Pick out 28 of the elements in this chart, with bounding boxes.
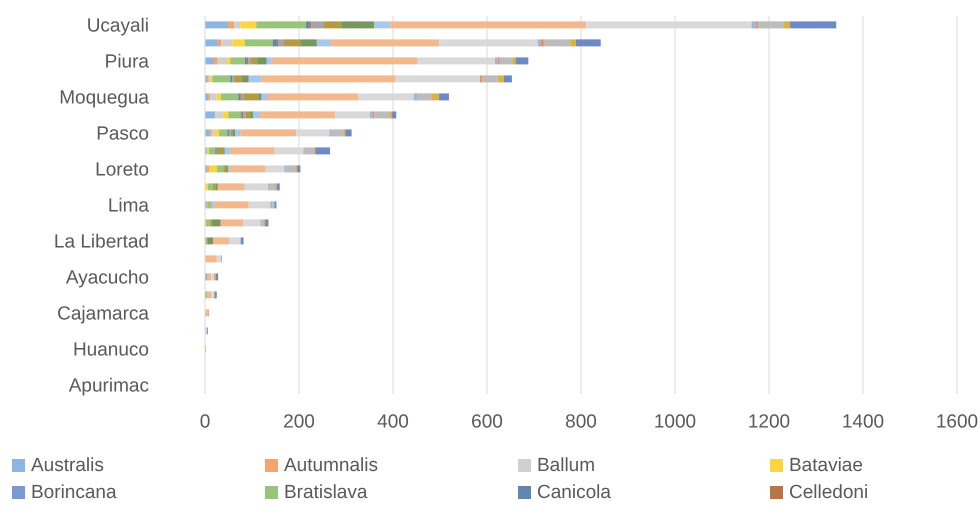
legend-label: Bataviae <box>789 454 863 476</box>
x-tick-label: 1000 <box>654 411 696 432</box>
x-tick-label: 0 <box>200 411 210 432</box>
y-tick-label: Apurimac <box>68 376 149 397</box>
y-tick-label: Huanuco <box>72 340 149 361</box>
legend-label: Borincana <box>31 482 117 504</box>
x-tick-label: 200 <box>283 411 315 432</box>
y-tick-label: Cajamarca <box>57 304 150 325</box>
x-tick-label: 1200 <box>748 411 790 432</box>
legend-label: Bratislava <box>284 482 368 504</box>
legend-label: Canicola <box>537 482 611 504</box>
legend-label: Ballum <box>537 454 596 476</box>
y-tick-label: Ayacucho <box>66 268 149 289</box>
y-tick-label: La Libertad <box>54 232 149 253</box>
x-tick-label: 800 <box>565 411 597 432</box>
y-tick-label: Lima <box>108 196 150 217</box>
legend-label: Celledoni <box>789 482 868 504</box>
x-tick-label: 600 <box>471 411 503 432</box>
y-tick-label: Pasco <box>96 124 149 145</box>
y-tick-label: Moquegua <box>59 88 150 109</box>
legend-label: Australis <box>31 454 104 476</box>
x-tick-label: 1600 <box>936 411 978 432</box>
y-tick-label: Loreto <box>95 160 149 181</box>
y-tick-label: Piura <box>104 52 150 73</box>
x-tick-label: 1400 <box>842 411 884 432</box>
y-tick-label: Ucayali <box>86 16 149 37</box>
x-tick-label: 400 <box>377 411 409 432</box>
legend-label: Autumnalis <box>284 454 378 476</box>
